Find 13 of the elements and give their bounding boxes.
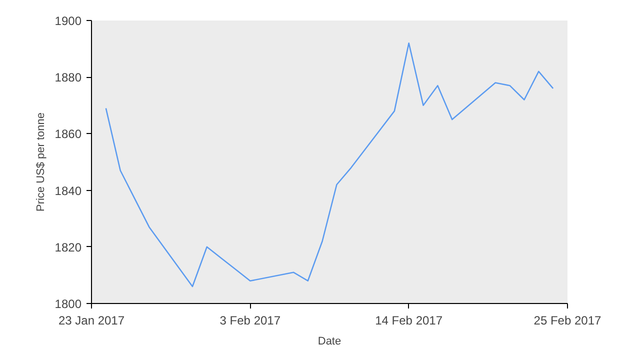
y-tick-label: 1800 bbox=[54, 297, 82, 311]
y-tick-label: 1860 bbox=[54, 127, 82, 142]
x-tick-label: 14 Feb 2017 bbox=[375, 314, 443, 328]
y-tick-label: 1820 bbox=[54, 240, 82, 254]
line-series bbox=[105, 42, 554, 288]
x-tick-label: 25 Feb 2017 bbox=[534, 314, 602, 328]
x-tick-label: 3 Feb 2017 bbox=[220, 314, 281, 328]
y-tick-label: 1840 bbox=[54, 184, 82, 198]
y-tick-label: 1900 bbox=[54, 14, 82, 28]
y-tick-label: 1880 bbox=[54, 70, 82, 85]
x-axis-title: Date bbox=[318, 336, 342, 348]
x-tick-label: 23 Jan 2017 bbox=[58, 314, 125, 328]
y-axis-title: Price US$ per tonne bbox=[34, 112, 47, 212]
